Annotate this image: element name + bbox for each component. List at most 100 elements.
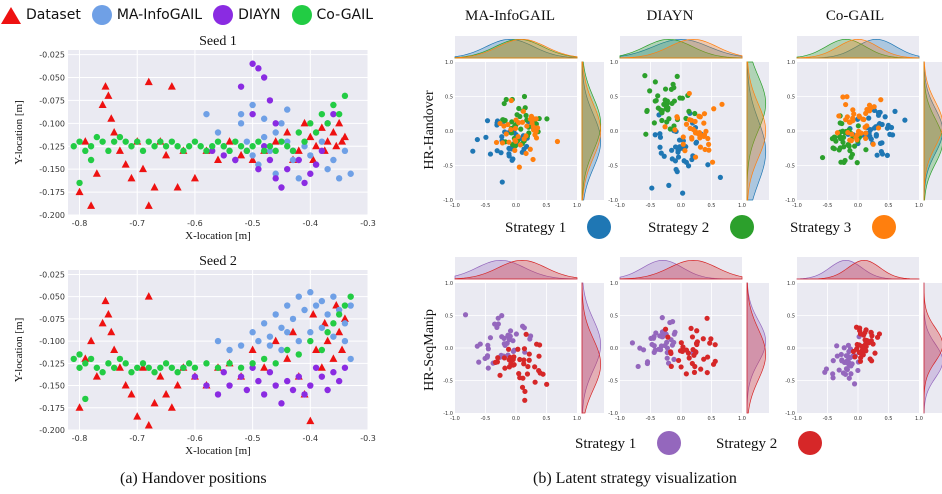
data-point-ma-infogail bbox=[330, 293, 337, 300]
latent-point bbox=[675, 154, 682, 160]
latent-point bbox=[662, 97, 668, 103]
y-axis-label: Y-location [m] bbox=[13, 100, 25, 164]
data-point-dataset bbox=[75, 403, 84, 411]
latent-point bbox=[839, 358, 845, 364]
strategy-legend-label: Strategy 2 bbox=[648, 220, 709, 236]
x-axis-label: X-location [m] bbox=[185, 230, 251, 242]
latent-point bbox=[719, 101, 725, 107]
latent-point bbox=[501, 335, 507, 341]
latent-point bbox=[686, 108, 692, 114]
latent-point bbox=[902, 117, 908, 123]
data-point-co-gail bbox=[145, 364, 152, 371]
x-tick-label: -0.6 bbox=[187, 219, 203, 228]
y-tick-label: -0.150 bbox=[39, 165, 65, 174]
latent-point bbox=[851, 381, 858, 387]
latent-point bbox=[884, 152, 890, 158]
data-point-ma-infogail bbox=[237, 110, 245, 118]
latent-point bbox=[882, 114, 888, 120]
data-point-dataset bbox=[323, 137, 332, 145]
data-point-diayn bbox=[266, 97, 274, 104]
x-tick-label: -1.0 bbox=[792, 416, 802, 422]
data-point-dataset bbox=[237, 150, 246, 159]
data-point-dataset bbox=[121, 381, 130, 389]
data-point-co-gail bbox=[105, 147, 112, 155]
data-point-dataset bbox=[300, 118, 309, 127]
latent-point bbox=[474, 136, 480, 143]
data-point-diayn bbox=[307, 170, 314, 177]
y-tick-label: -0.025 bbox=[39, 51, 65, 60]
latent-point bbox=[483, 134, 489, 140]
data-point-ma-infogail bbox=[243, 138, 251, 145]
latent-point bbox=[852, 354, 858, 360]
latent-point bbox=[508, 97, 514, 104]
data-point-diayn bbox=[255, 377, 262, 385]
latent-point bbox=[847, 137, 853, 143]
latent-point bbox=[533, 128, 539, 135]
latent-point bbox=[462, 312, 469, 318]
latent-point bbox=[522, 397, 528, 403]
latent-point bbox=[672, 158, 679, 164]
latent-point bbox=[667, 126, 673, 132]
y-tick-label: 0.5 bbox=[610, 314, 618, 320]
latent-point bbox=[844, 360, 850, 366]
latent-point bbox=[858, 355, 864, 361]
data-point-ma-infogail bbox=[266, 147, 274, 155]
y-tick-label: 0.0 bbox=[445, 129, 453, 135]
data-point-ma-infogail bbox=[289, 156, 297, 164]
y-tick-label: -0.075 bbox=[39, 315, 65, 324]
data-point-co-gail bbox=[324, 120, 331, 127]
data-point-dataset bbox=[150, 398, 159, 407]
latent-point bbox=[712, 342, 718, 348]
latent-point bbox=[830, 375, 836, 381]
data-point-co-gail bbox=[318, 346, 326, 354]
data-point-dataset bbox=[87, 201, 96, 209]
data-point-ma-infogail bbox=[249, 152, 256, 159]
latent-point bbox=[516, 371, 522, 377]
data-point-ma-infogail bbox=[260, 320, 268, 327]
latent-point bbox=[522, 388, 528, 395]
data-point-diayn bbox=[243, 386, 251, 394]
data-point-co-gail bbox=[174, 143, 181, 150]
marginal-top-area bbox=[620, 257, 742, 279]
data-point-diayn bbox=[266, 369, 274, 376]
y-tick-label: -0.175 bbox=[39, 404, 65, 413]
data-point-co-gail bbox=[151, 369, 158, 376]
data-point-diayn bbox=[284, 377, 291, 385]
data-point-diayn bbox=[260, 74, 268, 81]
latent-point bbox=[707, 340, 713, 346]
row-title: HR-Handover bbox=[422, 90, 437, 170]
data-point-dataset bbox=[110, 128, 119, 136]
data-point-co-gail bbox=[145, 138, 152, 145]
latent-point bbox=[651, 120, 657, 126]
latent-point bbox=[717, 174, 723, 180]
latent-point bbox=[706, 141, 712, 147]
data-point-co-gail bbox=[93, 133, 101, 141]
y-tick-label: 0.5 bbox=[610, 95, 618, 101]
data-point-dataset bbox=[110, 345, 119, 353]
x-tick-label: -0.5 bbox=[646, 203, 656, 209]
data-point-co-gail bbox=[312, 129, 320, 136]
data-point-diayn bbox=[272, 382, 279, 389]
marginal-density-right bbox=[581, 61, 602, 201]
latent-point bbox=[644, 359, 651, 365]
latent-point bbox=[709, 159, 716, 165]
data-point-dataset bbox=[340, 314, 349, 322]
latent-point bbox=[520, 108, 526, 114]
marginal-density-right bbox=[746, 282, 767, 414]
latent-point bbox=[517, 113, 523, 120]
data-point-diayn bbox=[312, 364, 320, 371]
latent-point bbox=[688, 325, 694, 331]
latent-point bbox=[512, 147, 518, 153]
latent-point bbox=[844, 94, 850, 100]
latent-point bbox=[711, 106, 717, 112]
data-point-diayn bbox=[203, 382, 210, 389]
latent-point bbox=[866, 108, 873, 114]
latent-point bbox=[536, 353, 542, 359]
latent-point bbox=[493, 139, 500, 146]
latent-point bbox=[680, 141, 686, 147]
latent-point bbox=[857, 325, 863, 331]
data-point-dataset bbox=[306, 132, 315, 141]
latent-point bbox=[862, 347, 868, 353]
latent-point bbox=[680, 134, 686, 140]
